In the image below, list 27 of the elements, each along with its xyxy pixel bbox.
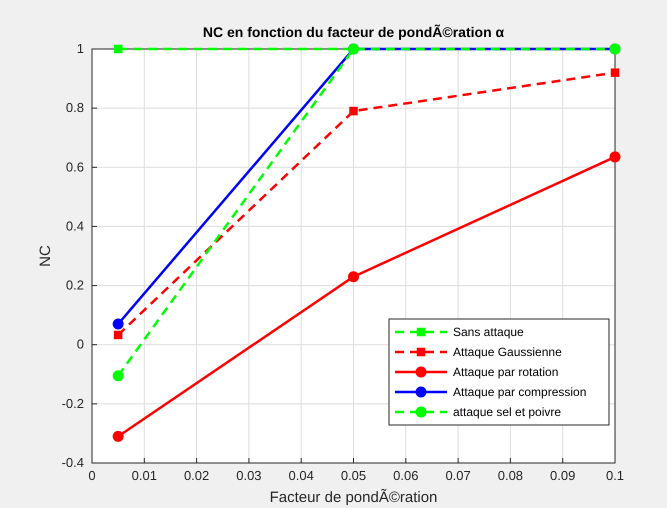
legend-label: Attaque par rotation	[453, 365, 558, 379]
x-tick-label: 0.04	[288, 468, 314, 483]
legend-label: attaque sel et poivre	[453, 405, 562, 419]
x-axis-title: Facteur de pondÃ©ration	[270, 488, 438, 506]
x-tick-label: 0.09	[550, 468, 576, 483]
x-tick-label: 0.08	[498, 468, 524, 483]
x-tick-label: 0.01	[132, 468, 157, 483]
y-tick-label: 1	[76, 41, 84, 56]
y-tick-label: 0.2	[66, 278, 84, 293]
x-tick-label: 0.03	[236, 468, 262, 483]
x-tick-label: 0.06	[393, 468, 418, 483]
y-tick-label: 0.4	[66, 218, 84, 234]
y-tick-label: 0.6	[66, 159, 84, 174]
y-tick-label: 0.8	[66, 100, 84, 116]
y-tick-label: -0.2	[62, 396, 84, 411]
x-tick-label: 0.05	[340, 468, 366, 483]
x-tick-label: 0.02	[184, 468, 210, 483]
x-tick-label: 0.1	[606, 468, 624, 483]
legend-label: Attaque Gaussienne	[453, 345, 562, 359]
legend-label: Sans attaque	[453, 325, 524, 339]
chart-title: NC en fonction du facteur de pondÃ©ration α	[202, 24, 505, 40]
x-tick-label: 0	[88, 468, 96, 483]
y-axis-title: NC	[37, 245, 54, 267]
x-tick-label: 0.07	[445, 468, 471, 483]
legend-label: Attaque par compression	[453, 385, 586, 399]
y-tick-label: 0	[76, 336, 84, 352]
y-tick-label: -0.4	[62, 455, 84, 470]
